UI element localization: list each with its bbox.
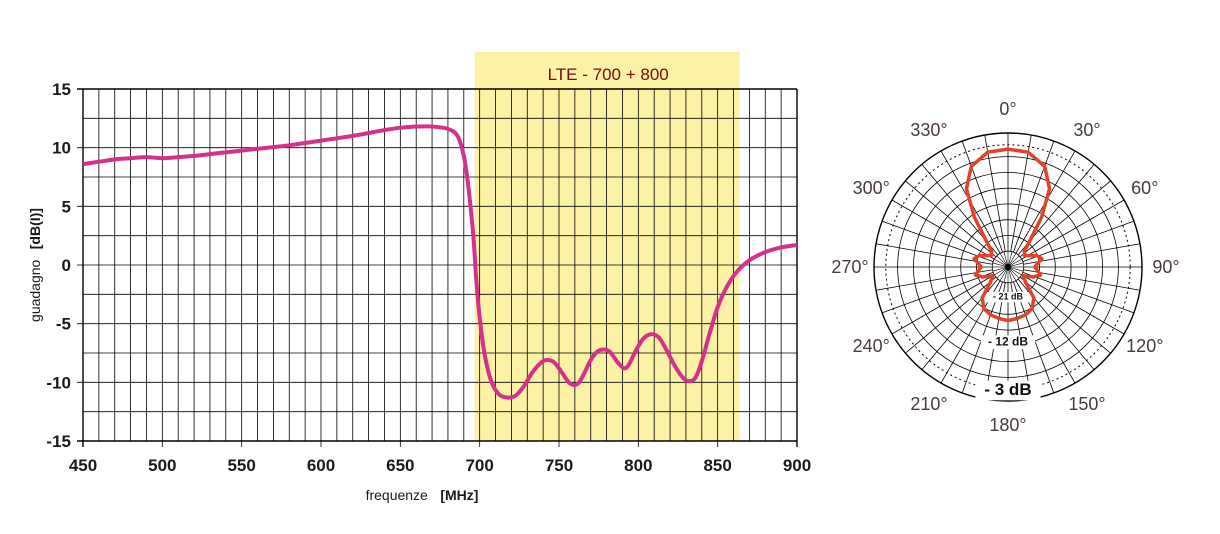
x-axis-label: frequenze [366,487,428,503]
polar-spoke [1010,134,1032,252]
y-axis-label: guadagno [27,259,43,322]
polar-spoke [1021,274,1125,335]
polar-spoke [891,274,995,335]
y-tick-label: 5 [62,197,71,216]
polar-spoke [875,269,993,291]
y-tick-label: -5 [56,315,71,334]
x-axis-title: frequenze [MHz] [366,487,479,504]
polar-angle-label: 270° [831,257,868,277]
y-axis-title: guadagno [dB(I)] [27,208,44,322]
polar-angle-label: 30° [1073,120,1100,140]
polar-angle-label: 300° [853,178,890,198]
polar-spoke [984,134,1006,252]
y-axis-unit: [dB(I)] [27,208,43,249]
y-tick-label: 10 [52,139,71,158]
x-axis-ticks: 450 500 550 600 650 700 750 800 850 900 [69,456,811,475]
x-tick-label: 500 [148,456,176,475]
polar-center-dot [1005,264,1011,270]
y-tick-label: 15 [52,80,71,99]
polar-angle-label: 240° [853,336,890,356]
polar-angle-label: 90° [1152,257,1179,277]
y-tick-label: 0 [62,256,71,275]
polar-ring-label-bg [987,291,1029,303]
x-tick-label: 650 [386,456,414,475]
radiation-pattern-chart: 0° 30° 60° 90° 120° 150° 180° 210° 240° 270° 300° 3… [830,98,1181,437]
polar-spoke [881,272,994,314]
polar-angle-label: 180° [989,415,1026,435]
x-tick-label: 600 [307,456,335,475]
polar-grid [873,132,1143,402]
polar-angle-label: 330° [910,120,947,140]
lte-band-label: LTE - 700 + 800 [548,65,669,84]
x-tick-label: 850 [703,456,731,475]
polar-spoke [891,199,995,260]
polar-angle-label: 60° [1131,178,1158,198]
polar-spoke [1021,199,1125,260]
x-tick-label: 750 [545,456,573,475]
polar-spoke [1022,272,1135,314]
polar-angle-label: 0° [999,99,1016,119]
polar-angle-label: 150° [1068,394,1105,414]
x-axis-unit: [MHz] [440,487,478,503]
polar-spoke [1023,269,1141,291]
polar-angle-label: 120° [1126,336,1163,356]
gain-series-line [82,124,798,400]
polar-spoke [1019,276,1111,354]
polar-spoke [1013,140,1055,253]
y-tick-label: -10 [46,373,71,392]
polar-ring-labels: - 3 dB - 12 dB - 21 dB [975,291,1041,401]
polar-ring-label: - 21 dB [993,292,1024,302]
polar-ring-label-bg [980,335,1036,350]
gain-frequency-chart: LTE - 700 + 800 450 500 550 600 650 700 750 800… [27,52,811,504]
polar-spoke [881,220,994,262]
polar-spoke [1023,243,1141,265]
x-tick-label: 450 [69,456,97,475]
radiation-pattern-line [964,147,1052,323]
polar-ring-label: - 12 dB [988,335,1028,349]
chart-grid [77,88,798,447]
polar-angle-label: 210° [910,394,947,414]
x-tick-label: 700 [465,456,493,475]
x-tick-label: 550 [227,456,255,475]
polar-spoke [905,276,997,354]
polar-spoke [1019,180,1111,258]
polar-ring-label: - 3 dB [984,380,1031,399]
polar-spoke [905,180,997,258]
polar-spoke [961,140,1003,253]
polar-spoke [1022,220,1135,262]
x-tick-label: 900 [783,456,811,475]
polar-angle-labels: 0° 30° 60° 90° 120° 150° 180° 210° 240° 270° 300° 3… [830,98,1181,437]
polar-ring-label-bg [975,380,1041,401]
polar-spoke [875,243,993,265]
y-axis-ticks: 15 10 5 0 -5 -10 -15 [46,80,71,451]
x-tick-label: 800 [624,456,652,475]
y-tick-label: -15 [46,432,71,451]
